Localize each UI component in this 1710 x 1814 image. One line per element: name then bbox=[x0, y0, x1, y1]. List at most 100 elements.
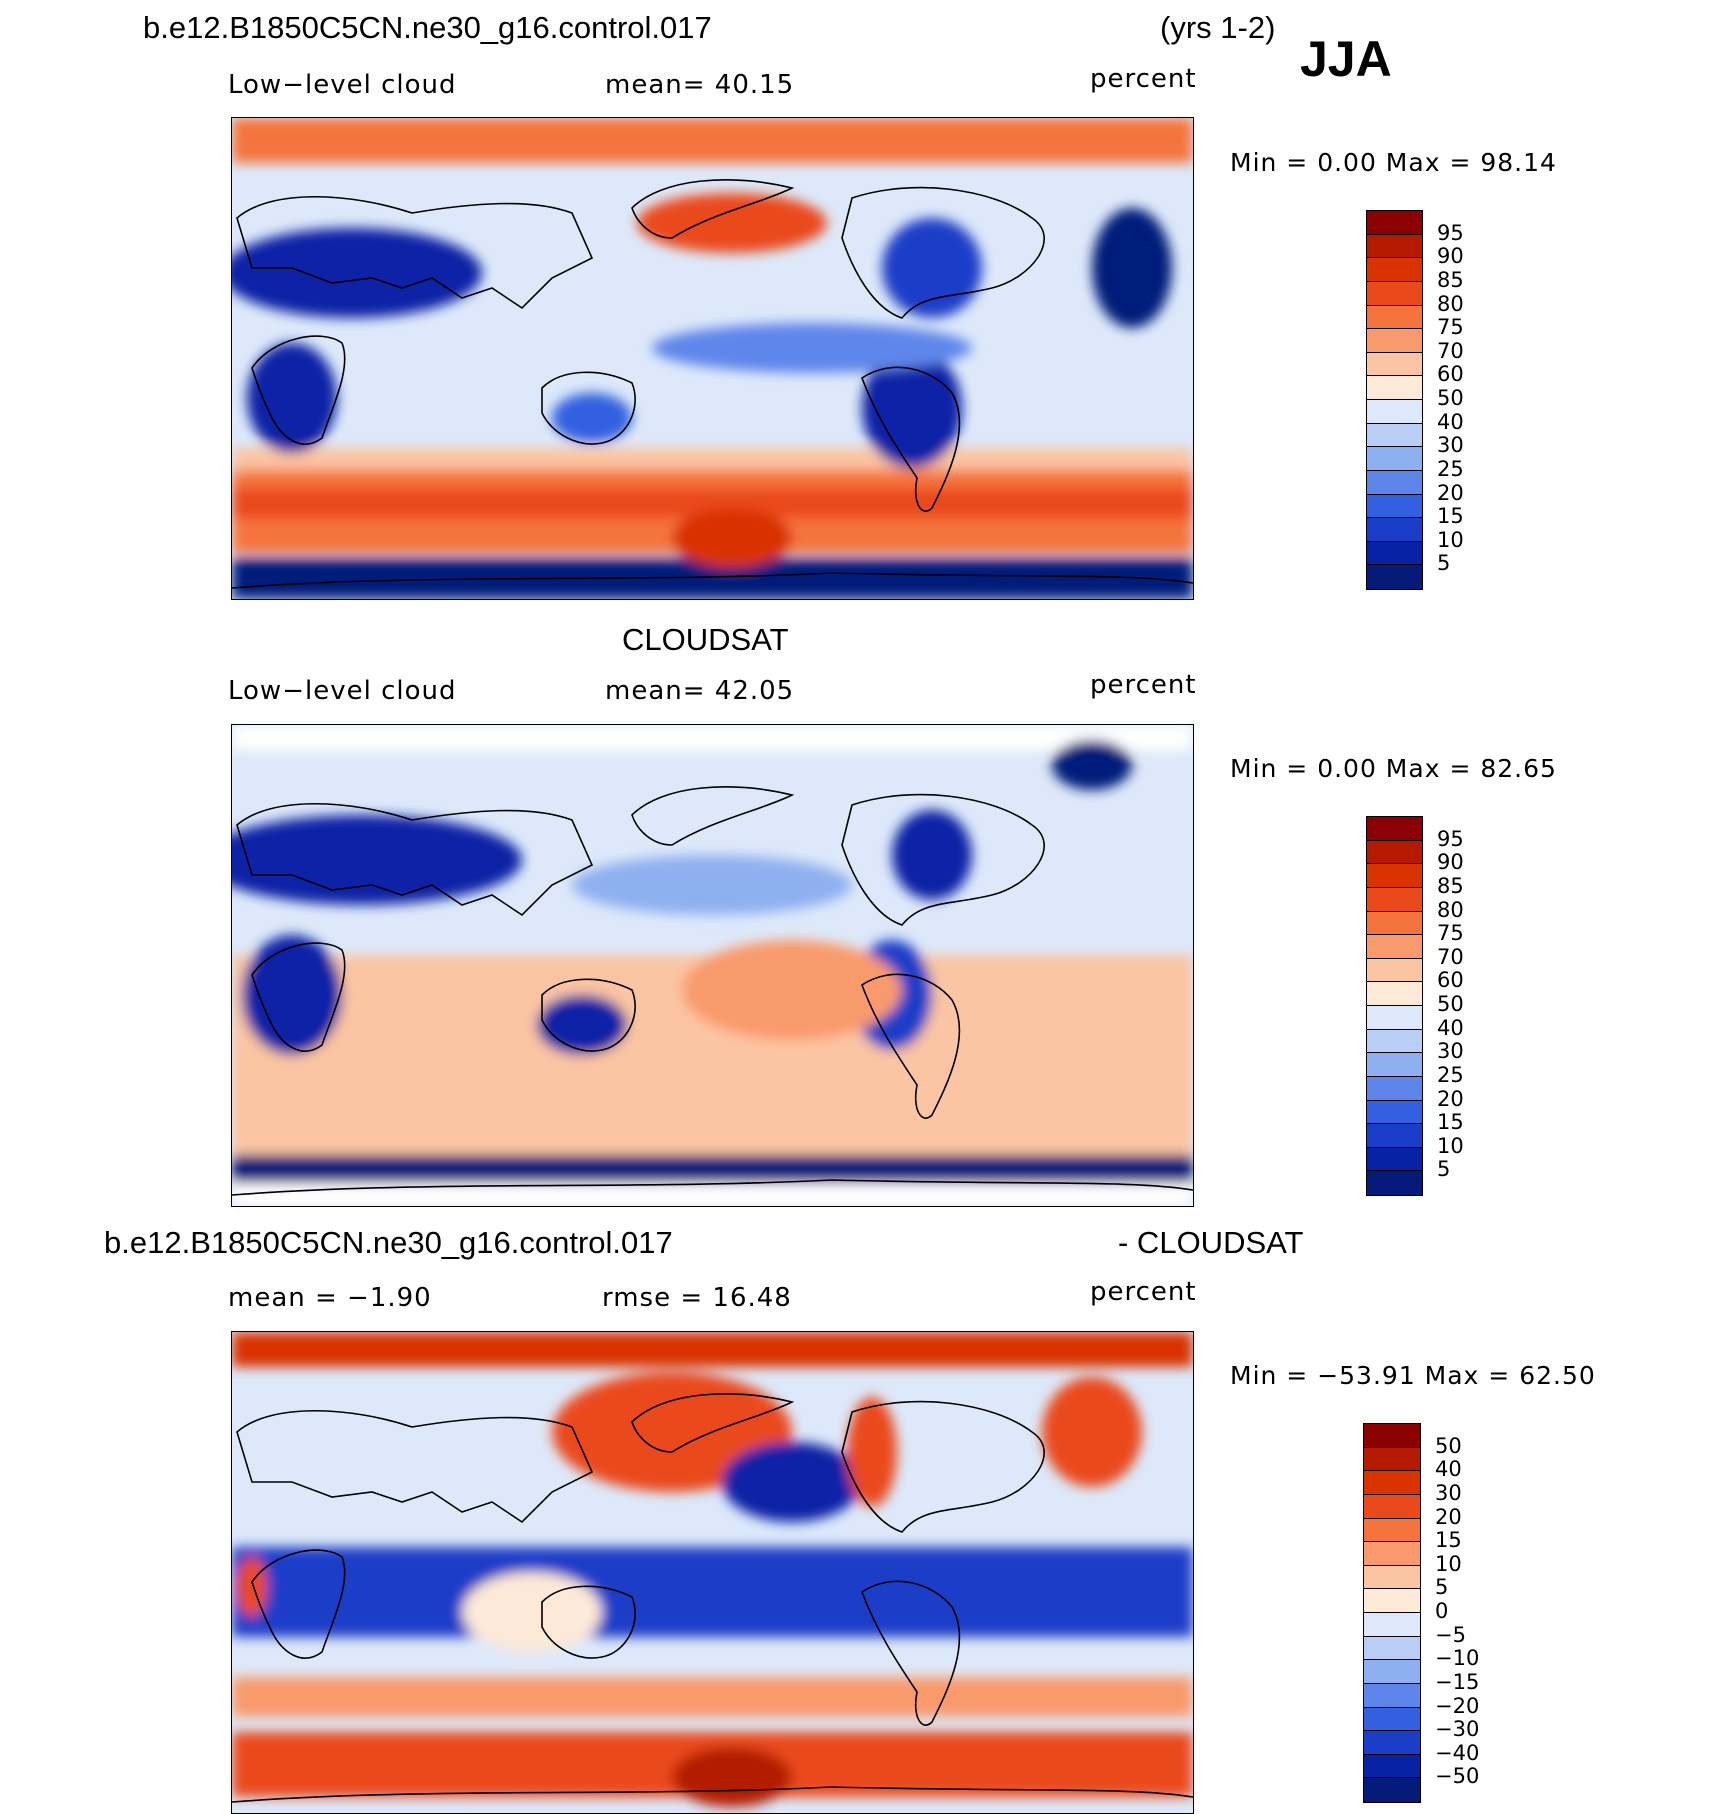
colorbar-swatch bbox=[1367, 1100, 1422, 1125]
colorbar-swatch bbox=[1367, 281, 1422, 306]
colorbar-swatch bbox=[1364, 1447, 1420, 1472]
panel3-mean-label: mean = −1.90 bbox=[228, 1283, 432, 1313]
diff-title-left: b.e12.B1850C5CN.ne30_g16.control.017 bbox=[104, 1225, 673, 1260]
colorbar-tick-label: 20 bbox=[1435, 1504, 1462, 1529]
colorbar-swatch bbox=[1367, 1147, 1422, 1172]
colorbar-swatch bbox=[1367, 518, 1422, 542]
colorbar-tick-label: 40 bbox=[1437, 1015, 1464, 1040]
colorbar-tick-label: 50 bbox=[1437, 386, 1464, 410]
colorbar-swatch bbox=[1367, 376, 1422, 400]
colorbar-swatch bbox=[1364, 1707, 1420, 1732]
colorbar-swatch bbox=[1367, 258, 1422, 282]
panel1-left-label: Low−level cloud bbox=[228, 70, 457, 100]
panel1-colorbar bbox=[1366, 210, 1423, 590]
case-title: b.e12.B1850C5CN.ne30_g16.control.017 bbox=[143, 10, 712, 45]
colorbar-swatch bbox=[1367, 1124, 1422, 1148]
obs-title: CLOUDSAT bbox=[622, 622, 789, 657]
colorbar-swatch bbox=[1364, 1636, 1420, 1661]
panel3-minmax: Min = −53.91 Max = 62.50 bbox=[1230, 1361, 1596, 1390]
colorbar-tick-label: 15 bbox=[1437, 1110, 1464, 1135]
colorbar-tick-label: 50 bbox=[1437, 992, 1464, 1016]
colorbar-swatch bbox=[1367, 982, 1422, 1006]
colorbar-tick-label: 40 bbox=[1435, 1457, 1462, 1482]
season-label: JJA bbox=[1300, 31, 1392, 87]
colorbar-swatch bbox=[1367, 565, 1422, 589]
colorbar-tick-label: −15 bbox=[1435, 1669, 1480, 1694]
panel1-minmax: Min = 0.00 Max = 98.14 bbox=[1230, 148, 1557, 177]
colorbar-swatch bbox=[1364, 1731, 1420, 1755]
colorbar-tick-label: 75 bbox=[1437, 315, 1464, 340]
colorbar-swatch bbox=[1367, 470, 1422, 495]
colorbar-swatch bbox=[1367, 1029, 1422, 1054]
colorbar-tick-label: 90 bbox=[1437, 244, 1464, 269]
colorbar-tick-label: 10 bbox=[1437, 1133, 1464, 1158]
model-cloud-map bbox=[231, 117, 1194, 600]
colorbar-swatch bbox=[1364, 1424, 1420, 1448]
panel1-units-label: percent bbox=[1090, 64, 1197, 94]
panel3-colorbar bbox=[1363, 1423, 1421, 1803]
colorbar-swatch bbox=[1364, 1778, 1420, 1802]
colorbar-swatch bbox=[1367, 447, 1422, 471]
colorbar-tick-label: 70 bbox=[1437, 944, 1464, 969]
colorbar-tick-label: −40 bbox=[1435, 1740, 1480, 1765]
colorbar-swatch bbox=[1364, 1683, 1420, 1708]
colorbar-tick-label: 75 bbox=[1437, 921, 1464, 946]
colorbar-tick-label: 5 bbox=[1437, 551, 1451, 576]
panel2-units-label: percent bbox=[1090, 670, 1197, 700]
colorbar-swatch bbox=[1367, 305, 1422, 330]
colorbar-swatch bbox=[1367, 911, 1422, 936]
colorbar-tick-label: 25 bbox=[1437, 456, 1464, 481]
colorbar-tick-label: 90 bbox=[1437, 850, 1464, 875]
colorbar-tick-label: 70 bbox=[1437, 338, 1464, 363]
colorbar-swatch bbox=[1367, 1006, 1422, 1030]
colorbar-tick-label: 30 bbox=[1435, 1480, 1462, 1505]
colorbar-tick-label: 95 bbox=[1437, 826, 1464, 851]
colorbar-swatch bbox=[1367, 887, 1422, 912]
colorbar-tick-label: 80 bbox=[1437, 291, 1464, 316]
panel2-left-label: Low−level cloud bbox=[228, 676, 457, 706]
colorbar-swatch bbox=[1367, 494, 1422, 519]
colorbar-tick-label: 85 bbox=[1437, 873, 1464, 898]
colorbar-swatch bbox=[1367, 234, 1422, 259]
panel2-colorbar bbox=[1366, 816, 1423, 1196]
colorbar-tick-label: −30 bbox=[1435, 1717, 1480, 1742]
panel2-mean-label: mean= 42.05 bbox=[605, 676, 795, 706]
years-label: (yrs 1-2) bbox=[1160, 10, 1276, 45]
diff-title-right: - CLOUDSAT bbox=[1118, 1225, 1304, 1260]
colorbar-swatch bbox=[1367, 840, 1422, 865]
colorbar-tick-label: 25 bbox=[1437, 1062, 1464, 1087]
colorbar-swatch bbox=[1364, 1589, 1420, 1613]
colorbar-swatch bbox=[1367, 958, 1422, 983]
colorbar-swatch bbox=[1367, 541, 1422, 566]
colorbar-swatch bbox=[1367, 400, 1422, 424]
colorbar-tick-label: −20 bbox=[1435, 1693, 1480, 1718]
obs-cloud-map bbox=[231, 724, 1194, 1207]
panel1-mean-label: mean= 40.15 bbox=[605, 70, 795, 100]
colorbar-swatch bbox=[1367, 211, 1422, 235]
panel3-units-label: percent bbox=[1090, 1277, 1197, 1307]
colorbar-tick-label: 80 bbox=[1437, 897, 1464, 922]
panel2-minmax: Min = 0.00 Max = 82.65 bbox=[1230, 754, 1557, 783]
colorbar-swatch bbox=[1364, 1754, 1420, 1779]
colorbar-swatch bbox=[1364, 1471, 1420, 1495]
colorbar-swatch bbox=[1367, 1171, 1422, 1195]
colorbar-tick-label: 30 bbox=[1437, 433, 1464, 458]
colorbar-swatch bbox=[1364, 1494, 1420, 1519]
colorbar-swatch bbox=[1367, 1076, 1422, 1101]
colorbar-swatch bbox=[1367, 329, 1422, 353]
colorbar-tick-label: 15 bbox=[1435, 1528, 1462, 1553]
colorbar-swatch bbox=[1367, 935, 1422, 959]
colorbar-tick-label: 85 bbox=[1437, 267, 1464, 292]
colorbar-tick-label: 5 bbox=[1437, 1157, 1451, 1182]
colorbar-swatch bbox=[1367, 817, 1422, 841]
colorbar-tick-label: 0 bbox=[1435, 1599, 1449, 1623]
colorbar-swatch bbox=[1364, 1542, 1420, 1566]
colorbar-swatch bbox=[1367, 423, 1422, 448]
colorbar-swatch bbox=[1364, 1565, 1420, 1590]
colorbar-tick-label: 95 bbox=[1437, 220, 1464, 245]
colorbar-tick-label: 60 bbox=[1437, 362, 1464, 387]
colorbar-tick-label: 20 bbox=[1437, 480, 1464, 505]
colorbar-tick-label: 30 bbox=[1437, 1039, 1464, 1064]
colorbar-tick-label: 15 bbox=[1437, 504, 1464, 529]
colorbar-tick-label: 60 bbox=[1437, 968, 1464, 993]
